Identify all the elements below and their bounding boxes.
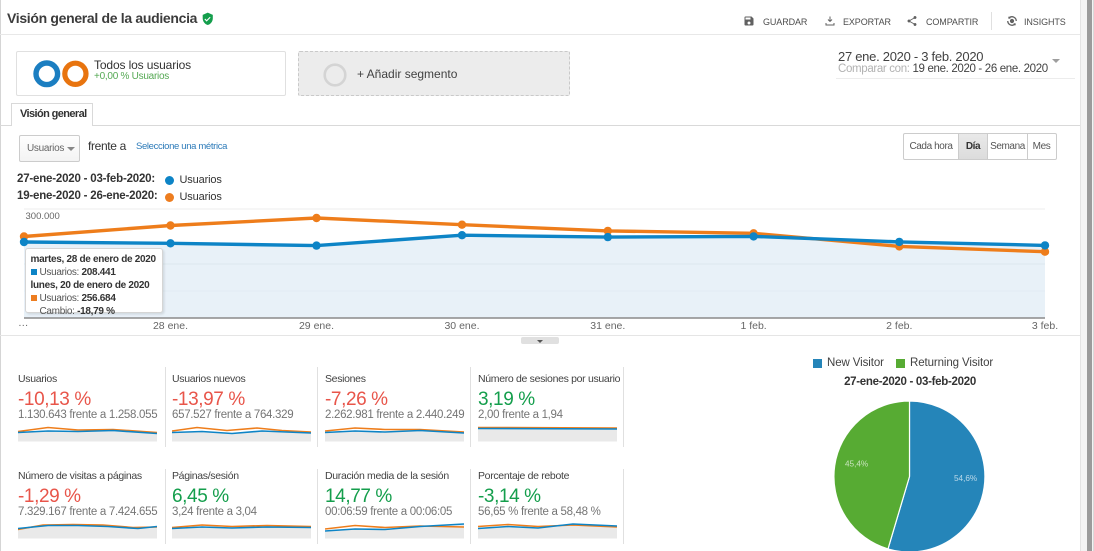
svg-text:45,4%: 45,4% — [845, 460, 868, 469]
svg-text:54,6%: 54,6% — [954, 474, 977, 483]
